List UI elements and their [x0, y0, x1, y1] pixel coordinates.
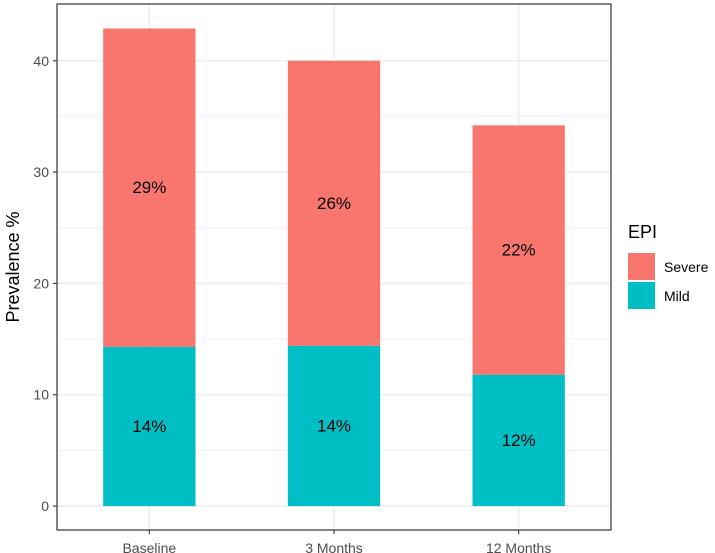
bar-severe-1 — [103, 28, 196, 347]
bar-mild-1 — [103, 346, 196, 507]
y-tick-label: 10 — [33, 387, 49, 403]
data-label-severe-1: 29% — [132, 178, 166, 197]
legend-key-mild — [628, 282, 655, 309]
panel-border — [56, 3, 612, 531]
y-tick-label: 40 — [33, 53, 49, 69]
data-label-severe-2: 26% — [317, 194, 351, 213]
data-label-mild-1: 14% — [132, 417, 166, 436]
legend-label-mild: Mild — [664, 288, 690, 304]
x-tick-label: 12 Months — [486, 540, 551, 553]
bar-severe-3 — [472, 125, 565, 375]
bar-mild-3 — [472, 374, 565, 507]
y-tick-label: 30 — [33, 164, 49, 180]
bar-severe-2 — [287, 60, 381, 346]
legend-keys: Severe Mild — [628, 253, 709, 309]
legend-key-severe — [628, 253, 655, 280]
legend: EPI Severe Mild — [628, 222, 709, 309]
legend-title: EPI — [628, 222, 657, 242]
data-label-mild-3: 12% — [502, 431, 536, 450]
y-tick-label: 0 — [41, 498, 49, 514]
data-label-severe-3: 22% — [502, 241, 536, 260]
y-axis-title: Prevalence % — [3, 211, 23, 322]
x-tick-label: 3 Months — [305, 540, 363, 553]
bars — [103, 28, 565, 507]
x-axis: Baseline 3 Months 12 Months — [122, 530, 551, 553]
bar-mild-2 — [287, 345, 381, 507]
legend-label-severe: Severe — [664, 259, 709, 275]
data-label-mild-2: 14% — [317, 416, 351, 435]
x-tick-label: Baseline — [122, 540, 176, 553]
y-axis: 0 10 20 30 40 — [33, 53, 57, 514]
y-tick-label: 20 — [33, 275, 49, 291]
data-labels: 14% 29% 14% 26% 12% 22% — [132, 178, 535, 450]
